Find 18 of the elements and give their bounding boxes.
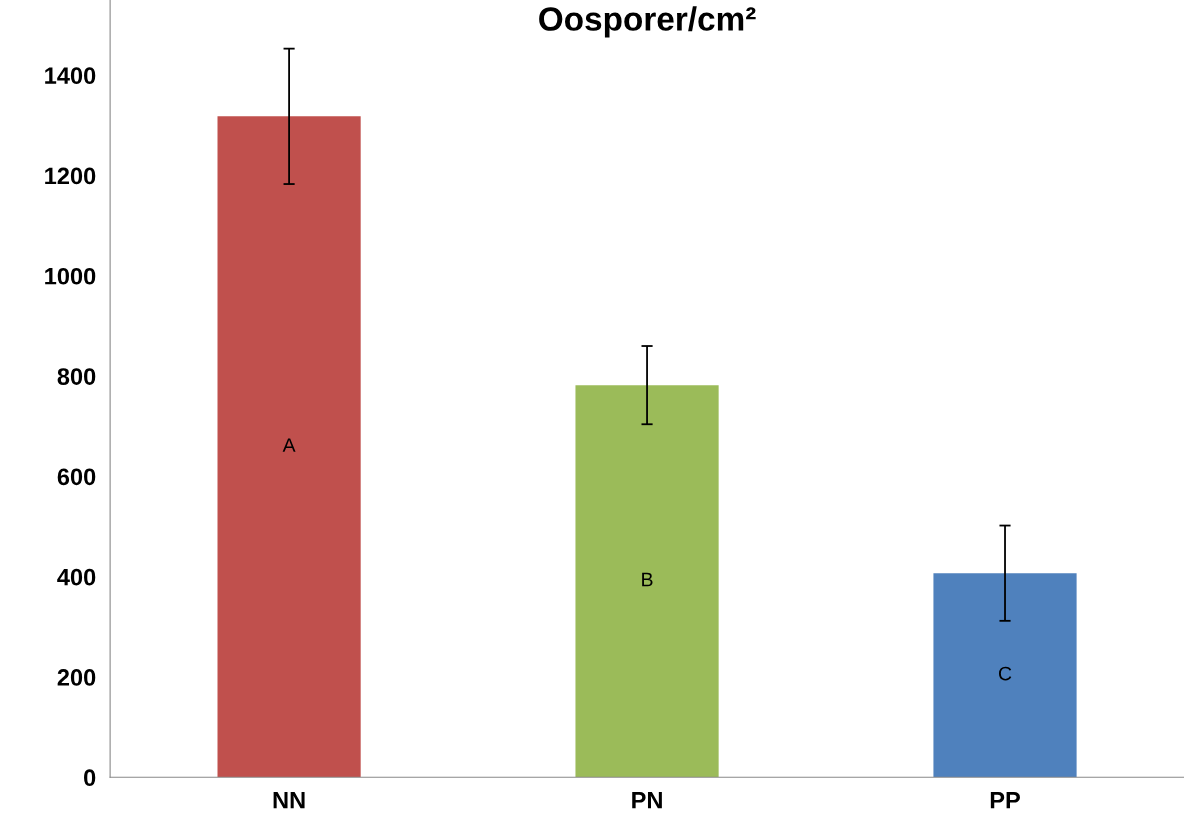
y-tick-label: 200 [57, 669, 96, 686]
y-tick-label: 0 [84, 769, 96, 787]
annotation: C [998, 666, 1012, 681]
x-tick-label: PN [632, 792, 662, 809]
bar [575, 385, 719, 778]
bar [217, 116, 361, 778]
y-tick-label: 1400 [45, 67, 96, 85]
annotation: A [282, 438, 296, 452]
y-tick-label: 600 [57, 468, 96, 486]
x-tick-label: PP [990, 792, 1020, 809]
y-tick-label: 1200 [45, 167, 96, 185]
bar [933, 573, 1077, 778]
annotation: B [642, 572, 653, 587]
y-tick-label: 1000 [45, 267, 96, 285]
y-tick-label: 400 [57, 568, 96, 586]
y-tick-label: 800 [57, 368, 96, 385]
chart-title: Oosporer/cm² [539, 6, 756, 38]
x-tick-label: NN [273, 792, 305, 809]
